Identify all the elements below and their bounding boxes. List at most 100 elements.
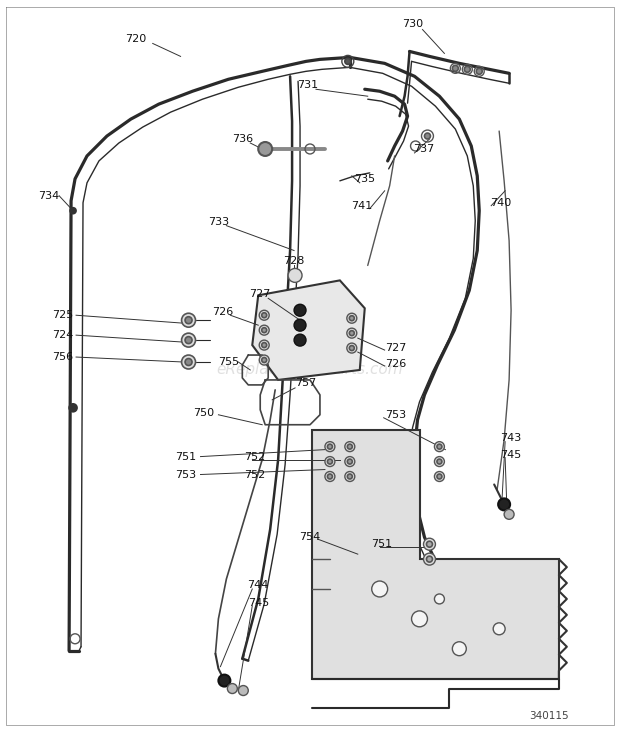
Text: 734: 734: [38, 191, 60, 201]
Text: 340115: 340115: [529, 712, 569, 722]
Circle shape: [427, 541, 432, 548]
Circle shape: [70, 208, 76, 214]
Circle shape: [228, 684, 237, 693]
Circle shape: [435, 441, 445, 452]
Text: 730: 730: [402, 18, 423, 29]
Text: 754: 754: [299, 532, 321, 542]
Circle shape: [262, 328, 267, 332]
Circle shape: [349, 346, 354, 351]
Circle shape: [327, 444, 332, 449]
Circle shape: [294, 305, 306, 316]
Circle shape: [347, 474, 352, 479]
Circle shape: [325, 471, 335, 482]
Text: 751: 751: [371, 539, 392, 549]
Circle shape: [69, 404, 77, 412]
Circle shape: [182, 355, 195, 369]
Circle shape: [325, 441, 335, 452]
Text: 733: 733: [208, 217, 229, 227]
Circle shape: [345, 59, 351, 64]
Circle shape: [372, 581, 388, 597]
Circle shape: [327, 474, 332, 479]
Text: 753: 753: [175, 469, 197, 479]
Circle shape: [262, 357, 267, 362]
Circle shape: [185, 337, 192, 343]
Circle shape: [437, 459, 442, 464]
Circle shape: [347, 313, 356, 324]
Text: 757: 757: [295, 378, 317, 388]
Circle shape: [437, 474, 442, 479]
Text: 720: 720: [125, 34, 146, 45]
Circle shape: [218, 675, 231, 687]
Circle shape: [262, 343, 267, 348]
Circle shape: [493, 623, 505, 635]
Text: 737: 737: [413, 144, 434, 154]
Circle shape: [498, 498, 510, 510]
Polygon shape: [252, 280, 365, 380]
Text: 726: 726: [385, 359, 406, 369]
Text: 745: 745: [500, 449, 521, 460]
Text: 752: 752: [244, 469, 265, 479]
Text: 735: 735: [354, 173, 375, 184]
Circle shape: [412, 611, 427, 627]
Circle shape: [259, 142, 272, 156]
Text: 736: 736: [232, 134, 253, 144]
Circle shape: [349, 331, 354, 336]
Circle shape: [347, 459, 352, 464]
Circle shape: [476, 68, 482, 75]
Text: 727: 727: [385, 343, 406, 353]
Circle shape: [259, 325, 269, 335]
Circle shape: [262, 313, 267, 318]
Circle shape: [345, 441, 355, 452]
Text: 755: 755: [218, 357, 239, 367]
Circle shape: [464, 67, 471, 72]
Circle shape: [425, 133, 430, 139]
Circle shape: [423, 538, 435, 550]
Circle shape: [288, 269, 302, 283]
Text: eReplacementParts.com: eReplacementParts.com: [216, 362, 404, 378]
Text: 727: 727: [249, 289, 271, 299]
Text: 756: 756: [52, 352, 73, 362]
Polygon shape: [312, 430, 559, 679]
Circle shape: [427, 556, 432, 562]
Text: 750: 750: [193, 408, 215, 418]
Circle shape: [294, 334, 306, 346]
Text: 743: 743: [500, 433, 521, 443]
Circle shape: [435, 457, 445, 466]
Circle shape: [504, 509, 514, 519]
Circle shape: [349, 315, 354, 321]
Circle shape: [435, 594, 445, 604]
Circle shape: [345, 471, 355, 482]
Circle shape: [185, 359, 192, 365]
Text: 728: 728: [283, 256, 305, 266]
Circle shape: [453, 65, 458, 71]
Circle shape: [347, 343, 356, 353]
Circle shape: [238, 686, 248, 695]
Circle shape: [182, 333, 195, 347]
Text: 741: 741: [351, 201, 373, 211]
Text: 740: 740: [490, 198, 511, 208]
Text: 724: 724: [51, 330, 73, 340]
Text: 744: 744: [247, 580, 269, 590]
Text: 753: 753: [385, 410, 406, 419]
Circle shape: [423, 553, 435, 565]
Circle shape: [259, 310, 269, 320]
Text: 726: 726: [212, 307, 233, 317]
Circle shape: [347, 328, 356, 338]
Text: 751: 751: [175, 452, 197, 462]
Circle shape: [294, 319, 306, 331]
Circle shape: [259, 340, 269, 350]
Circle shape: [327, 459, 332, 464]
Circle shape: [435, 471, 445, 482]
Text: 731: 731: [298, 81, 319, 90]
Circle shape: [259, 355, 269, 365]
Text: 745: 745: [247, 598, 269, 608]
Text: 752: 752: [244, 452, 265, 462]
Circle shape: [182, 313, 195, 327]
Circle shape: [437, 444, 442, 449]
Circle shape: [325, 457, 335, 466]
Circle shape: [347, 444, 352, 449]
Text: 725: 725: [52, 310, 73, 320]
Circle shape: [185, 317, 192, 324]
Circle shape: [345, 457, 355, 466]
Circle shape: [453, 642, 466, 656]
